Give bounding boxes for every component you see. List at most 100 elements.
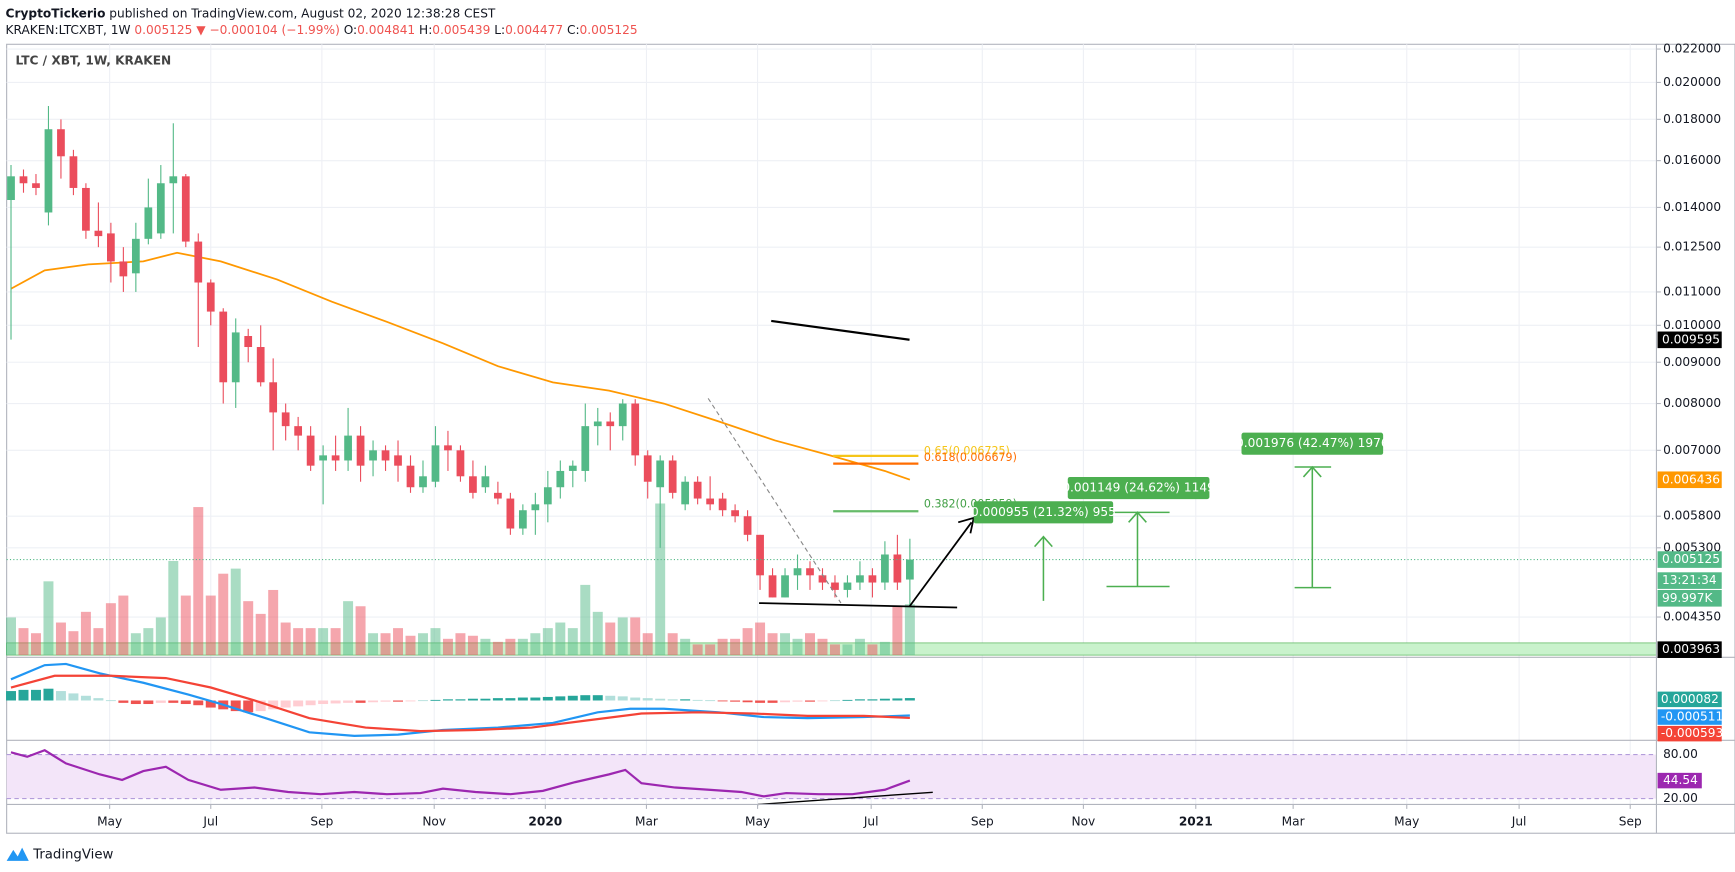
volume-bar bbox=[742, 628, 753, 656]
macd-histogram-bar bbox=[879, 698, 890, 701]
candle-body bbox=[107, 233, 115, 262]
candle-body bbox=[481, 476, 490, 488]
y-tick-label: 0.008000 bbox=[1663, 396, 1721, 410]
volume-bar bbox=[492, 641, 503, 656]
macd-histogram-bar bbox=[555, 696, 566, 701]
x-tick-label: Nov bbox=[1072, 815, 1096, 829]
volume-bar bbox=[380, 633, 391, 656]
macd-histogram-bar bbox=[18, 689, 29, 701]
macd-histogram-bar bbox=[492, 698, 503, 701]
macd-histogram-bar bbox=[705, 700, 716, 702]
candle-body bbox=[244, 336, 253, 348]
l-label: L: bbox=[494, 22, 505, 36]
range-1-head bbox=[1034, 535, 1053, 548]
macd-histogram-bar bbox=[542, 696, 553, 701]
candle-body bbox=[906, 559, 914, 580]
y-tick-label: 0.012500 bbox=[1663, 240, 1721, 254]
volume-bar bbox=[18, 628, 29, 656]
x-tick-label: Sep bbox=[310, 815, 333, 829]
rsi-label: 44.54 bbox=[1663, 773, 1698, 787]
volume-bar bbox=[542, 628, 553, 656]
volume-bar bbox=[630, 617, 641, 656]
volume-bar bbox=[455, 633, 466, 656]
macd-histogram-bar bbox=[355, 700, 366, 703]
macd-histogram-bar bbox=[692, 699, 703, 701]
open-value: 0.004841 bbox=[357, 22, 415, 36]
volume-bar bbox=[230, 568, 241, 656]
candle-body bbox=[269, 382, 278, 413]
y-tick-label: 0.004350 bbox=[1663, 610, 1721, 624]
candle-body bbox=[319, 455, 327, 461]
volume-bar bbox=[268, 589, 279, 656]
volume-bar bbox=[605, 622, 616, 656]
candle-body bbox=[344, 435, 352, 461]
x-tick-label: Mar bbox=[635, 815, 658, 829]
volume-bar bbox=[805, 633, 815, 656]
macd-histogram-bar bbox=[642, 698, 653, 701]
candle-body bbox=[331, 455, 340, 461]
published: published on TradingView.com, August 02,… bbox=[109, 6, 496, 20]
volume-bar bbox=[143, 628, 154, 656]
trend-line bbox=[771, 319, 910, 341]
dashed-trend bbox=[707, 398, 842, 604]
candle-body bbox=[256, 347, 265, 383]
macd-histogram-bar bbox=[592, 695, 603, 701]
macd-histogram-bar bbox=[30, 689, 41, 701]
volume-bar bbox=[854, 638, 865, 656]
macd-histogram-bar bbox=[55, 691, 66, 701]
footer-logo: TradingView bbox=[6, 847, 113, 862]
volume-bar bbox=[692, 644, 703, 656]
x-tick-label: Nov bbox=[422, 815, 446, 829]
macd-histogram-bar bbox=[780, 700, 791, 703]
projection-arrow bbox=[908, 521, 973, 607]
macd-histogram-bar bbox=[717, 700, 728, 702]
macd-histogram-bar bbox=[567, 695, 578, 701]
volume-bar bbox=[80, 611, 91, 656]
macd-histogram-bar bbox=[168, 700, 179, 703]
candle-body bbox=[656, 460, 665, 488]
candle-body bbox=[181, 176, 190, 242]
x-tick-label: Jul bbox=[863, 815, 879, 829]
ma-label: 0.006436 bbox=[1662, 472, 1720, 486]
y-tick-label: 0.005800 bbox=[1663, 509, 1721, 523]
candle-body bbox=[543, 487, 552, 505]
macd-histogram-bar bbox=[93, 698, 104, 701]
candle-body bbox=[406, 465, 415, 488]
macd-line-label-box bbox=[1657, 709, 1722, 725]
candle-body bbox=[531, 504, 540, 511]
candle-body bbox=[32, 183, 40, 188]
marks bbox=[6, 105, 1657, 798]
candle-body bbox=[144, 207, 153, 239]
volume-bar bbox=[667, 633, 678, 656]
macd-histogram-bar bbox=[530, 697, 541, 701]
candle-body bbox=[556, 470, 565, 488]
volume-bar bbox=[717, 638, 728, 656]
macd-histogram-bar bbox=[854, 699, 865, 701]
macd-histogram-bar bbox=[80, 695, 91, 701]
low-value: 0.004477 bbox=[505, 22, 563, 36]
countdown-label-box bbox=[1657, 572, 1722, 589]
close-label-box bbox=[1657, 551, 1722, 568]
volume-bar bbox=[355, 606, 366, 656]
volume-bar bbox=[780, 633, 791, 656]
volume-bar bbox=[318, 628, 329, 656]
volume-bar bbox=[193, 507, 204, 656]
x-tick-label: Mar bbox=[1282, 815, 1305, 829]
volume-bar bbox=[617, 617, 628, 656]
macd-histogram-bar bbox=[605, 695, 616, 701]
volume-bar bbox=[418, 633, 428, 656]
rsi-tick-label: 80.00 bbox=[1663, 747, 1698, 761]
candle-body bbox=[494, 492, 502, 499]
candle-body bbox=[631, 403, 640, 456]
macd-histogram-bar bbox=[143, 700, 154, 705]
macd-histogram-bar bbox=[368, 700, 379, 703]
y-tick-label: 0.005300 bbox=[1663, 540, 1721, 554]
volume-bar bbox=[43, 581, 54, 656]
macd-histogram-bar bbox=[580, 695, 591, 701]
range-1-label: 0.000955 (21.32%) 955 bbox=[971, 505, 1116, 519]
volume-bar bbox=[867, 644, 878, 656]
candle-body bbox=[381, 450, 390, 461]
volume-label-box bbox=[1657, 590, 1722, 607]
